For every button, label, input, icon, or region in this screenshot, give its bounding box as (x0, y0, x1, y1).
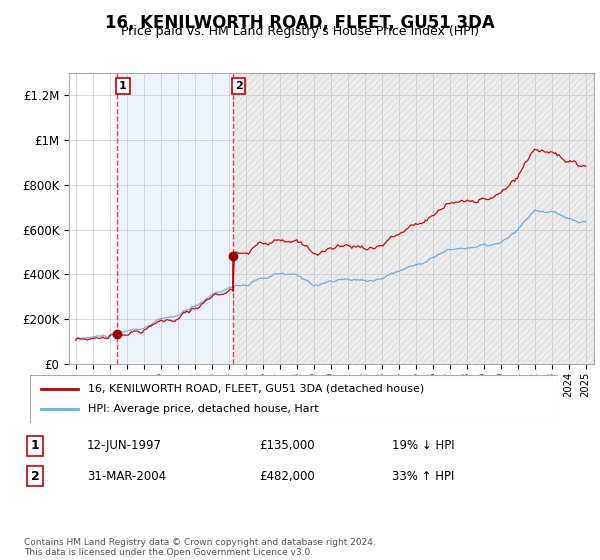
Text: 12-JUN-1997: 12-JUN-1997 (87, 439, 162, 452)
Text: 33% ↑ HPI: 33% ↑ HPI (392, 470, 455, 483)
Text: 16, KENILWORTH ROAD, FLEET, GU51 3DA: 16, KENILWORTH ROAD, FLEET, GU51 3DA (105, 14, 495, 32)
Bar (233, 73, 594, 364)
Text: £135,000: £135,000 (260, 439, 316, 452)
Text: Contains HM Land Registry data © Crown copyright and database right 2024.
This d: Contains HM Land Registry data © Crown c… (24, 538, 376, 557)
Text: 1: 1 (31, 439, 40, 452)
Text: 31-MAR-2004: 31-MAR-2004 (87, 470, 166, 483)
Text: 2: 2 (31, 470, 40, 483)
Text: 19% ↓ HPI: 19% ↓ HPI (392, 439, 455, 452)
Text: Price paid vs. HM Land Registry's House Price Index (HPI): Price paid vs. HM Land Registry's House … (121, 25, 479, 38)
Bar (118, 73, 233, 364)
FancyBboxPatch shape (30, 375, 558, 423)
Text: £482,000: £482,000 (260, 470, 316, 483)
Text: 16, KENILWORTH ROAD, FLEET, GU51 3DA (detached house): 16, KENILWORTH ROAD, FLEET, GU51 3DA (de… (88, 384, 424, 394)
Text: HPI: Average price, detached house, Hart: HPI: Average price, detached house, Hart (88, 404, 319, 414)
Text: 1: 1 (119, 81, 127, 91)
Bar (233, 73, 594, 364)
Text: 2: 2 (235, 81, 242, 91)
